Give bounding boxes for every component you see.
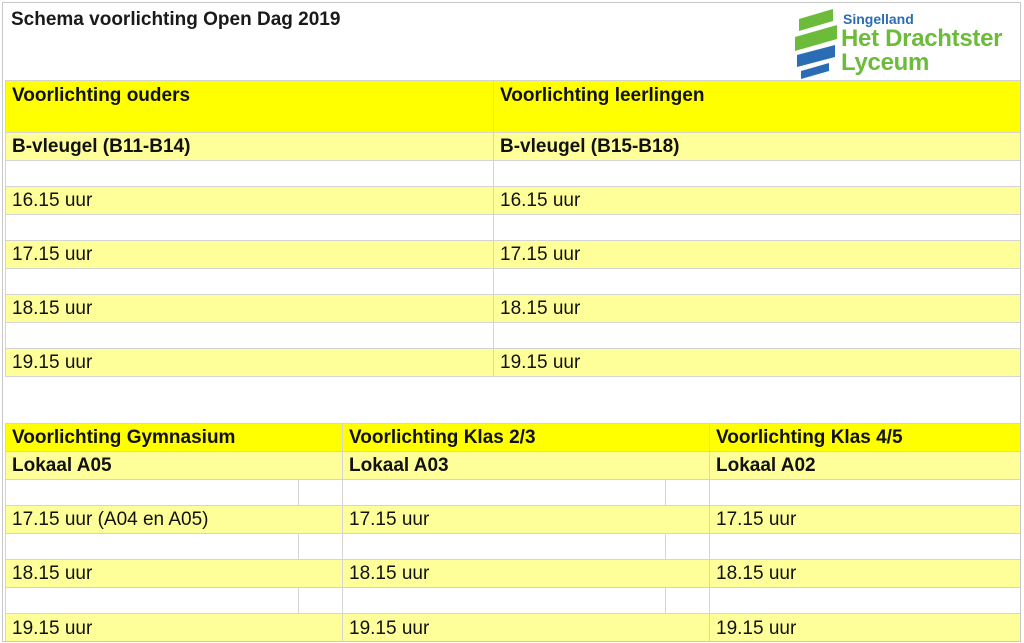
empty-cell[interactable] bbox=[5, 587, 299, 614]
table-header-row: Voorlichting ouders Voorlichting leerlin… bbox=[5, 80, 1020, 133]
time-row: 17.15 uur (A04 en A05) 17.15 uur 17.15 u… bbox=[5, 505, 1020, 534]
time-row: 19.15 uur 19.15 uur bbox=[5, 348, 1020, 377]
time-cell[interactable]: 19.15 uur bbox=[493, 348, 1020, 377]
header-cell-parents[interactable]: Voorlichting ouders bbox=[5, 80, 494, 133]
location-row: Lokaal A05 Lokaal A03 Lokaal A02 bbox=[5, 451, 1020, 480]
empty-cell[interactable] bbox=[493, 322, 1020, 349]
empty-cell[interactable] bbox=[709, 587, 1020, 614]
time-cell[interactable]: 18.15 uur bbox=[493, 294, 1020, 323]
time-cell[interactable]: 19.15 uur bbox=[5, 348, 494, 377]
time-cell[interactable]: 17.15 uur bbox=[342, 505, 710, 534]
table-header-row: Voorlichting Gymnasium Voorlichting Klas… bbox=[5, 423, 1020, 452]
spacer-row bbox=[5, 214, 1020, 241]
time-row: 19.15 uur 19.15 uur 19.15 uur bbox=[5, 613, 1020, 641]
time-row: 16.15 uur 16.15 uur bbox=[5, 186, 1020, 215]
time-row: 18.15 uur 18.15 uur bbox=[5, 294, 1020, 323]
school-logo: Singelland Het Drachtster Lyceum bbox=[793, 7, 1020, 81]
location-cell-gymnasium[interactable]: Lokaal A05 bbox=[5, 451, 343, 480]
empty-cell[interactable] bbox=[5, 268, 494, 295]
schedule-table-parents-students: Voorlichting ouders Voorlichting leerlin… bbox=[5, 80, 1020, 377]
empty-cell[interactable] bbox=[298, 587, 343, 614]
header-cell-students[interactable]: Voorlichting leerlingen bbox=[493, 80, 1020, 133]
spacer-row bbox=[5, 479, 1020, 506]
empty-cell[interactable] bbox=[709, 479, 1020, 506]
empty-cell[interactable] bbox=[298, 479, 343, 506]
location-cell-parents[interactable]: B-vleugel (B11-B14) bbox=[5, 132, 494, 161]
time-cell[interactable]: 19.15 uur bbox=[5, 613, 343, 641]
empty-cell[interactable] bbox=[665, 587, 710, 614]
empty-cell[interactable] bbox=[342, 587, 666, 614]
time-cell[interactable]: 18.15 uur bbox=[5, 294, 494, 323]
schedule-table-classes: Voorlichting Gymnasium Voorlichting Klas… bbox=[5, 423, 1020, 641]
logo-text-singelland: Singelland bbox=[843, 11, 914, 27]
empty-cell[interactable] bbox=[493, 160, 1020, 187]
spacer-row bbox=[5, 533, 1020, 560]
empty-cell[interactable] bbox=[5, 533, 299, 560]
page-title: Schema voorlichting Open Dag 2019 bbox=[11, 9, 341, 30]
time-cell[interactable]: 16.15 uur bbox=[5, 186, 494, 215]
logo-stripes-icon bbox=[795, 9, 837, 79]
empty-cell[interactable] bbox=[298, 533, 343, 560]
logo-text-school-name: Het Drachtster bbox=[841, 25, 1003, 52]
empty-cell[interactable] bbox=[493, 214, 1020, 241]
time-cell[interactable]: 17.15 uur bbox=[493, 240, 1020, 269]
header-cell-klas-2-3[interactable]: Voorlichting Klas 2/3 bbox=[342, 423, 710, 452]
empty-cell[interactable] bbox=[665, 479, 710, 506]
empty-cell[interactable] bbox=[5, 160, 494, 187]
time-cell[interactable]: 17.15 uur bbox=[709, 505, 1020, 534]
location-row: B-vleugel (B11-B14) B-vleugel (B15-B18) bbox=[5, 132, 1020, 161]
time-cell[interactable]: 17.15 uur bbox=[5, 240, 494, 269]
header-cell-gymnasium[interactable]: Voorlichting Gymnasium bbox=[5, 423, 343, 452]
empty-cell[interactable] bbox=[342, 533, 666, 560]
empty-cell[interactable] bbox=[342, 479, 666, 506]
spacer-row bbox=[5, 268, 1020, 295]
spacer-row bbox=[5, 322, 1020, 349]
empty-cell[interactable] bbox=[665, 533, 710, 560]
time-cell[interactable]: 18.15 uur bbox=[709, 559, 1020, 588]
logo-text-lyceum: Lyceum bbox=[841, 49, 930, 76]
spacer-row bbox=[5, 160, 1020, 187]
time-row: 18.15 uur 18.15 uur 18.15 uur bbox=[5, 559, 1020, 588]
empty-cell[interactable] bbox=[5, 214, 494, 241]
time-cell[interactable]: 16.15 uur bbox=[493, 186, 1020, 215]
time-cell[interactable]: 18.15 uur bbox=[5, 559, 343, 588]
empty-cell[interactable] bbox=[5, 322, 494, 349]
header-cell-klas-4-5[interactable]: Voorlichting Klas 4/5 bbox=[709, 423, 1020, 452]
time-cell[interactable]: 19.15 uur bbox=[342, 613, 710, 641]
location-cell-klas-2-3[interactable]: Lokaal A03 bbox=[342, 451, 710, 480]
time-cell[interactable]: 17.15 uur (A04 en A05) bbox=[5, 505, 343, 534]
location-cell-klas-4-5[interactable]: Lokaal A02 bbox=[709, 451, 1020, 480]
location-cell-students[interactable]: B-vleugel (B15-B18) bbox=[493, 132, 1020, 161]
empty-cell[interactable] bbox=[5, 479, 299, 506]
time-cell[interactable]: 18.15 uur bbox=[342, 559, 710, 588]
empty-cell[interactable] bbox=[493, 268, 1020, 295]
empty-cell[interactable] bbox=[709, 533, 1020, 560]
spacer-row bbox=[5, 587, 1020, 614]
time-cell[interactable]: 19.15 uur bbox=[709, 613, 1020, 641]
time-row: 17.15 uur 17.15 uur bbox=[5, 240, 1020, 269]
